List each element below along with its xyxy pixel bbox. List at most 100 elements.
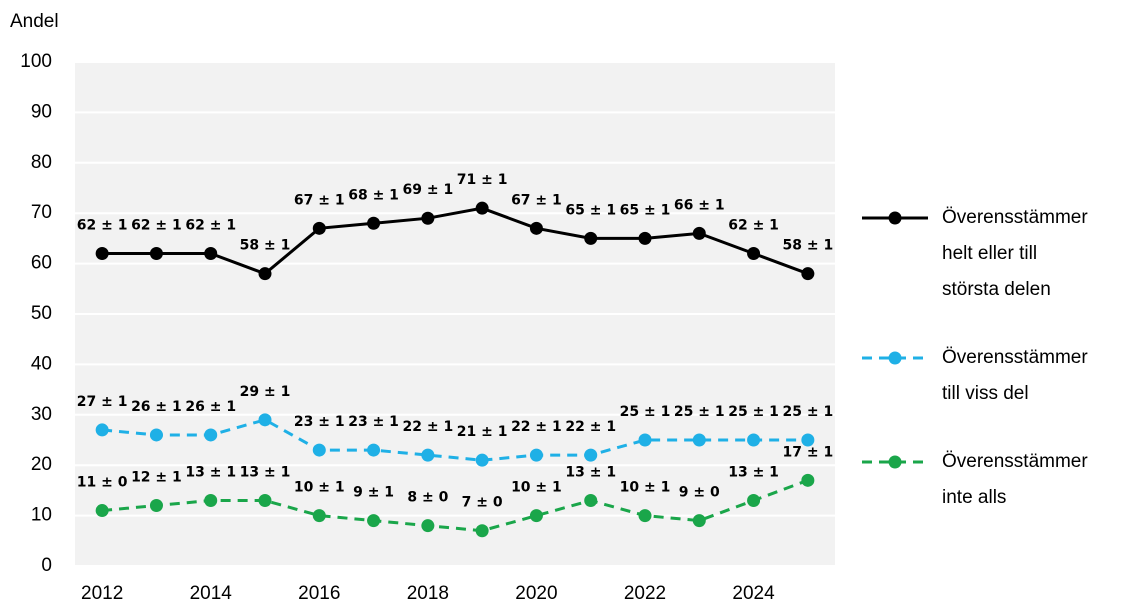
data-label: 68 ± 1 bbox=[348, 187, 399, 203]
x-tick-label: 2020 bbox=[515, 583, 557, 604]
data-label: 22 ± 1 bbox=[565, 419, 616, 435]
x-tick-label: 2022 bbox=[624, 583, 666, 604]
series-line bbox=[101, 478, 809, 533]
data-label: 62 ± 1 bbox=[131, 218, 182, 234]
y-tick-label: 60 bbox=[31, 253, 52, 274]
data-label: 58 ± 1 bbox=[783, 238, 834, 254]
data-point bbox=[747, 493, 761, 507]
data-point bbox=[584, 493, 598, 507]
x-tick-label: 2018 bbox=[407, 583, 449, 604]
data-point bbox=[801, 433, 815, 447]
y-tick-label: 100 bbox=[20, 51, 52, 72]
data-label: 13 ± 1 bbox=[240, 464, 291, 480]
data-point bbox=[149, 499, 163, 513]
data-label: 69 ± 1 bbox=[403, 182, 454, 198]
data-label: 26 ± 1 bbox=[185, 399, 236, 415]
data-point bbox=[475, 453, 489, 467]
data-point bbox=[204, 247, 218, 261]
y-tick-label: 30 bbox=[31, 404, 52, 425]
data-label: 71 ± 1 bbox=[457, 172, 508, 188]
data-point bbox=[584, 448, 598, 462]
data-label: 13 ± 1 bbox=[728, 464, 779, 480]
data-point bbox=[638, 433, 652, 447]
data-label: 23 ± 1 bbox=[294, 414, 345, 430]
data-point bbox=[421, 519, 435, 533]
data-point bbox=[204, 428, 218, 442]
data-label: 8 ± 0 bbox=[407, 490, 448, 506]
data-label: 58 ± 1 bbox=[240, 238, 291, 254]
data-point bbox=[692, 226, 706, 240]
data-label: 13 ± 1 bbox=[565, 464, 616, 480]
data-label: 67 ± 1 bbox=[294, 192, 345, 208]
data-point bbox=[312, 221, 326, 235]
data-label: 9 ± 1 bbox=[353, 485, 394, 501]
data-label: 26 ± 1 bbox=[131, 399, 182, 415]
data-point bbox=[95, 423, 109, 437]
data-point bbox=[312, 509, 326, 523]
data-point bbox=[529, 448, 543, 462]
y-tick-label: 10 bbox=[31, 505, 52, 526]
y-tick-label: 50 bbox=[31, 303, 52, 324]
legend-marker bbox=[888, 455, 902, 469]
x-tick-label: 2014 bbox=[190, 583, 233, 604]
data-point bbox=[692, 433, 706, 447]
data-label: 7 ± 0 bbox=[462, 495, 503, 511]
data-point bbox=[801, 473, 815, 487]
data-point bbox=[258, 493, 272, 507]
x-tick-label: 2016 bbox=[298, 583, 340, 604]
data-label: 25 ± 1 bbox=[728, 404, 779, 420]
legend-label: Överensstämmer till viss del bbox=[942, 347, 1088, 404]
data-point bbox=[367, 443, 381, 457]
data-point bbox=[258, 267, 272, 281]
data-label: 21 ± 1 bbox=[457, 424, 508, 440]
data-point bbox=[421, 448, 435, 462]
data-label: 22 ± 1 bbox=[511, 419, 562, 435]
data-point bbox=[638, 509, 652, 523]
data-label: 29 ± 1 bbox=[240, 384, 291, 400]
data-point bbox=[258, 413, 272, 427]
data-label: 25 ± 1 bbox=[783, 404, 834, 420]
data-label: 62 ± 1 bbox=[77, 218, 128, 234]
data-point bbox=[584, 231, 598, 245]
data-point bbox=[95, 504, 109, 518]
data-label: 13 ± 1 bbox=[185, 464, 236, 480]
data-point bbox=[747, 433, 761, 447]
data-point bbox=[638, 231, 652, 245]
data-point bbox=[529, 221, 543, 235]
legend-label: Överensstämmer inte alls bbox=[942, 451, 1088, 508]
data-point bbox=[421, 211, 435, 225]
data-point bbox=[149, 247, 163, 261]
data-point bbox=[312, 443, 326, 457]
legend-marker bbox=[888, 351, 902, 365]
data-point bbox=[747, 247, 761, 261]
data-label: 11 ± 0 bbox=[77, 475, 128, 491]
data-label: 10 ± 1 bbox=[620, 480, 671, 496]
data-point bbox=[367, 216, 381, 230]
legend-label: Överensstämmer helt eller till största del… bbox=[942, 207, 1088, 300]
y-axis-label: Andel bbox=[10, 11, 59, 32]
y-tick-label: 40 bbox=[31, 353, 52, 374]
data-label: 10 ± 1 bbox=[511, 480, 562, 496]
data-label: 17 ± 1 bbox=[783, 444, 834, 460]
data-point bbox=[801, 267, 815, 281]
legend-marker bbox=[888, 211, 902, 225]
data-label: 62 ± 1 bbox=[185, 218, 236, 234]
series-line bbox=[101, 418, 808, 462]
data-label: 23 ± 1 bbox=[348, 414, 399, 430]
data-label: 65 ± 1 bbox=[620, 202, 671, 218]
data-label: 25 ± 1 bbox=[620, 404, 671, 420]
data-point bbox=[204, 493, 218, 507]
data-label: 66 ± 1 bbox=[674, 197, 725, 213]
y-tick-label: 0 bbox=[41, 555, 52, 576]
y-tick-label: 90 bbox=[31, 101, 52, 122]
data-point bbox=[95, 247, 109, 261]
data-label: 27 ± 1 bbox=[77, 394, 128, 410]
data-point bbox=[149, 428, 163, 442]
data-point bbox=[367, 514, 381, 528]
data-point bbox=[475, 201, 489, 215]
data-label: 12 ± 1 bbox=[131, 470, 182, 486]
data-point bbox=[692, 514, 706, 528]
data-label: 22 ± 1 bbox=[403, 419, 454, 435]
data-label: 67 ± 1 bbox=[511, 192, 562, 208]
